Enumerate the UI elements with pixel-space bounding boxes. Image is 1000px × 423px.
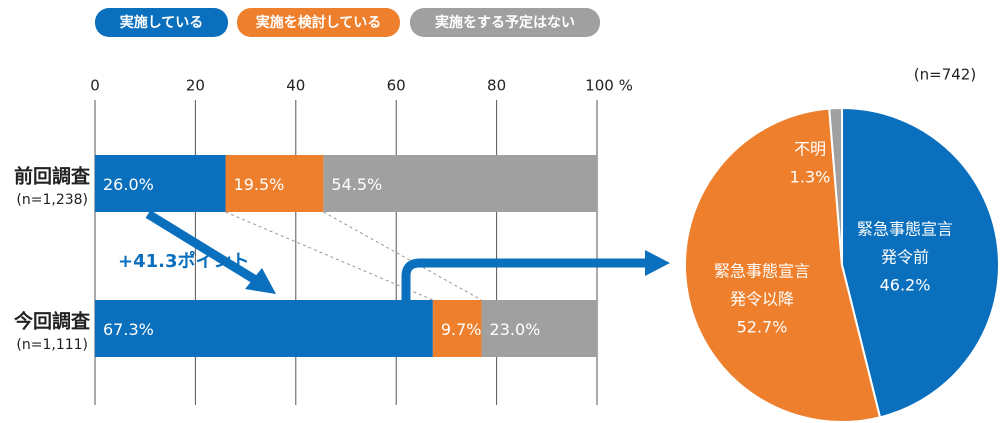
x-tick-label: 20 bbox=[186, 77, 205, 95]
pie-slice bbox=[684, 107, 882, 423]
annotation: +41.3ポイント bbox=[118, 250, 250, 272]
bar-segment bbox=[95, 155, 226, 212]
increase-arrow bbox=[145, 210, 265, 288]
legend-swatch bbox=[237, 8, 400, 37]
value-label: 9.7% bbox=[441, 320, 482, 339]
legend-label: 実施している bbox=[120, 14, 204, 31]
x-tick-label: 60 bbox=[387, 77, 406, 95]
increase-arrowhead bbox=[245, 268, 276, 294]
value-label: 23.0% bbox=[490, 320, 541, 339]
value-label: 19.5% bbox=[234, 175, 285, 194]
value-label: 67.3% bbox=[103, 320, 154, 339]
pie-slice bbox=[828, 106, 843, 266]
link-arrow bbox=[401, 258, 648, 300]
x-tick-label: 80 bbox=[487, 77, 506, 95]
x-tick-label: 40 bbox=[286, 77, 305, 95]
legend-swatch bbox=[410, 8, 600, 37]
x-tick-label: 100 % bbox=[585, 77, 633, 95]
legend-swatch bbox=[95, 8, 228, 37]
value-label: 26.0% bbox=[103, 175, 154, 194]
pie-slice bbox=[841, 106, 1000, 419]
slice-label: 緊急事態宣言 bbox=[857, 220, 953, 239]
slice-value: 1.3% bbox=[790, 168, 831, 187]
connector bbox=[225, 211, 434, 301]
legend-label: 実施を検討している bbox=[256, 14, 382, 31]
slice-value: 46.2% bbox=[880, 276, 931, 295]
connector bbox=[323, 211, 482, 301]
slice-label: 発令以降 bbox=[730, 290, 794, 309]
category-label: 今回調査 bbox=[13, 310, 91, 333]
category-sublabel: (n=1,111) bbox=[16, 337, 88, 353]
slice-label: 緊急事態宣言 bbox=[714, 262, 810, 281]
legend-label: 実施をする予定はない bbox=[435, 14, 575, 31]
slice-value: 52.7% bbox=[737, 318, 788, 337]
x-tick-label: 0 bbox=[90, 77, 100, 95]
slice-label: 発令前 bbox=[881, 248, 929, 267]
link-arrowhead bbox=[645, 250, 670, 276]
pie-subtitle: (n=742) bbox=[914, 66, 976, 84]
category-label: 前回調査 bbox=[14, 165, 91, 188]
bar-segment bbox=[481, 300, 597, 357]
value-label: 54.5% bbox=[331, 175, 382, 194]
category-sublabel: (n=1,238) bbox=[16, 192, 88, 208]
bar-segment bbox=[323, 155, 597, 212]
slice-label: 不明 bbox=[794, 140, 826, 159]
bar-segment bbox=[432, 300, 482, 357]
bar-segment bbox=[95, 300, 433, 357]
bar-segment bbox=[225, 155, 324, 212]
